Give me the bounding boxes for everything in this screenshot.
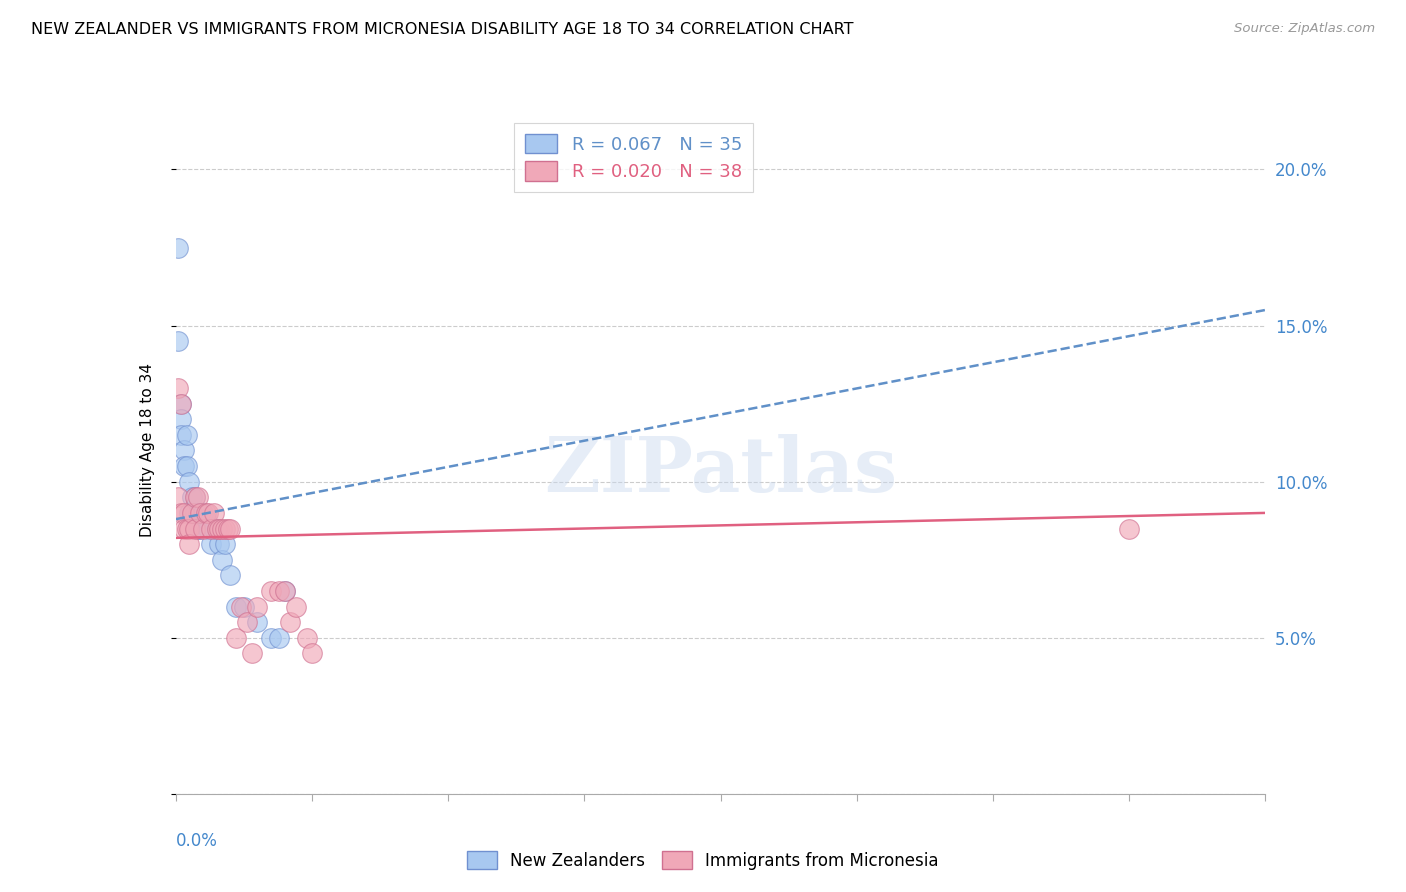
Point: [205, 521, 228, 535]
Point: [188, 521, 211, 535]
Point: [200, 521, 222, 535]
Point: [284, 599, 307, 614]
Point: [186, 506, 209, 520]
Point: [173, 458, 195, 473]
Point: [179, 537, 201, 551]
Point: [170, 427, 193, 442]
Point: [191, 521, 214, 535]
Point: [231, 599, 253, 614]
Point: [179, 506, 201, 520]
Point: [167, 334, 190, 348]
Point: [184, 521, 207, 535]
Point: [170, 396, 193, 410]
Point: [211, 521, 233, 535]
Point: [167, 240, 190, 255]
Point: [184, 506, 207, 520]
Point: [208, 537, 231, 551]
Point: [208, 521, 231, 535]
Point: [246, 615, 269, 630]
Point: [274, 583, 297, 598]
Point: [219, 521, 242, 535]
Point: [274, 583, 297, 598]
Point: [235, 615, 257, 630]
Point: [1118, 521, 1140, 535]
Point: [173, 443, 195, 458]
Point: [197, 506, 219, 520]
Point: [260, 631, 283, 645]
Point: [167, 381, 190, 395]
Point: [214, 537, 236, 551]
Point: [301, 646, 323, 660]
Point: [197, 521, 219, 535]
Legend: R = 0.067   N = 35, R = 0.020   N = 38: R = 0.067 N = 35, R = 0.020 N = 38: [515, 123, 752, 192]
Point: [194, 506, 217, 520]
Point: [232, 599, 254, 614]
Point: [191, 506, 214, 520]
Point: [179, 521, 201, 535]
Point: [225, 631, 247, 645]
Point: [269, 631, 291, 645]
Text: Source: ZipAtlas.com: Source: ZipAtlas.com: [1234, 22, 1375, 36]
Point: [269, 583, 291, 598]
Point: [194, 512, 217, 526]
Y-axis label: Disability Age 18 to 34: Disability Age 18 to 34: [141, 363, 155, 538]
Point: [205, 521, 228, 535]
Text: ZIPatlas: ZIPatlas: [544, 434, 897, 508]
Point: [188, 506, 211, 520]
Point: [240, 646, 263, 660]
Point: [181, 490, 204, 504]
Point: [179, 475, 201, 489]
Point: [176, 521, 198, 535]
Point: [246, 599, 269, 614]
Point: [186, 521, 209, 535]
Point: [260, 583, 283, 598]
Point: [170, 412, 193, 426]
Point: [188, 506, 211, 520]
Point: [219, 568, 242, 582]
Point: [167, 490, 190, 504]
Point: [186, 490, 209, 504]
Point: [176, 458, 198, 473]
Point: [176, 427, 198, 442]
Point: [173, 521, 195, 535]
Point: [217, 521, 239, 535]
Point: [214, 521, 236, 535]
Point: [181, 506, 204, 520]
Point: [173, 506, 195, 520]
Point: [170, 506, 193, 520]
Point: [200, 537, 222, 551]
Point: [225, 599, 247, 614]
Point: [211, 552, 233, 567]
Point: [295, 631, 318, 645]
Point: [184, 490, 207, 504]
Point: [170, 396, 193, 410]
Text: 0.0%: 0.0%: [176, 831, 218, 850]
Point: [184, 490, 207, 504]
Point: [202, 506, 225, 520]
Point: [202, 521, 225, 535]
Text: NEW ZEALANDER VS IMMIGRANTS FROM MICRONESIA DISABILITY AGE 18 TO 34 CORRELATION : NEW ZEALANDER VS IMMIGRANTS FROM MICRONE…: [31, 22, 853, 37]
Legend: New Zealanders, Immigrants from Micronesia: New Zealanders, Immigrants from Micrones…: [460, 845, 946, 877]
Point: [278, 615, 301, 630]
Point: [181, 506, 204, 520]
